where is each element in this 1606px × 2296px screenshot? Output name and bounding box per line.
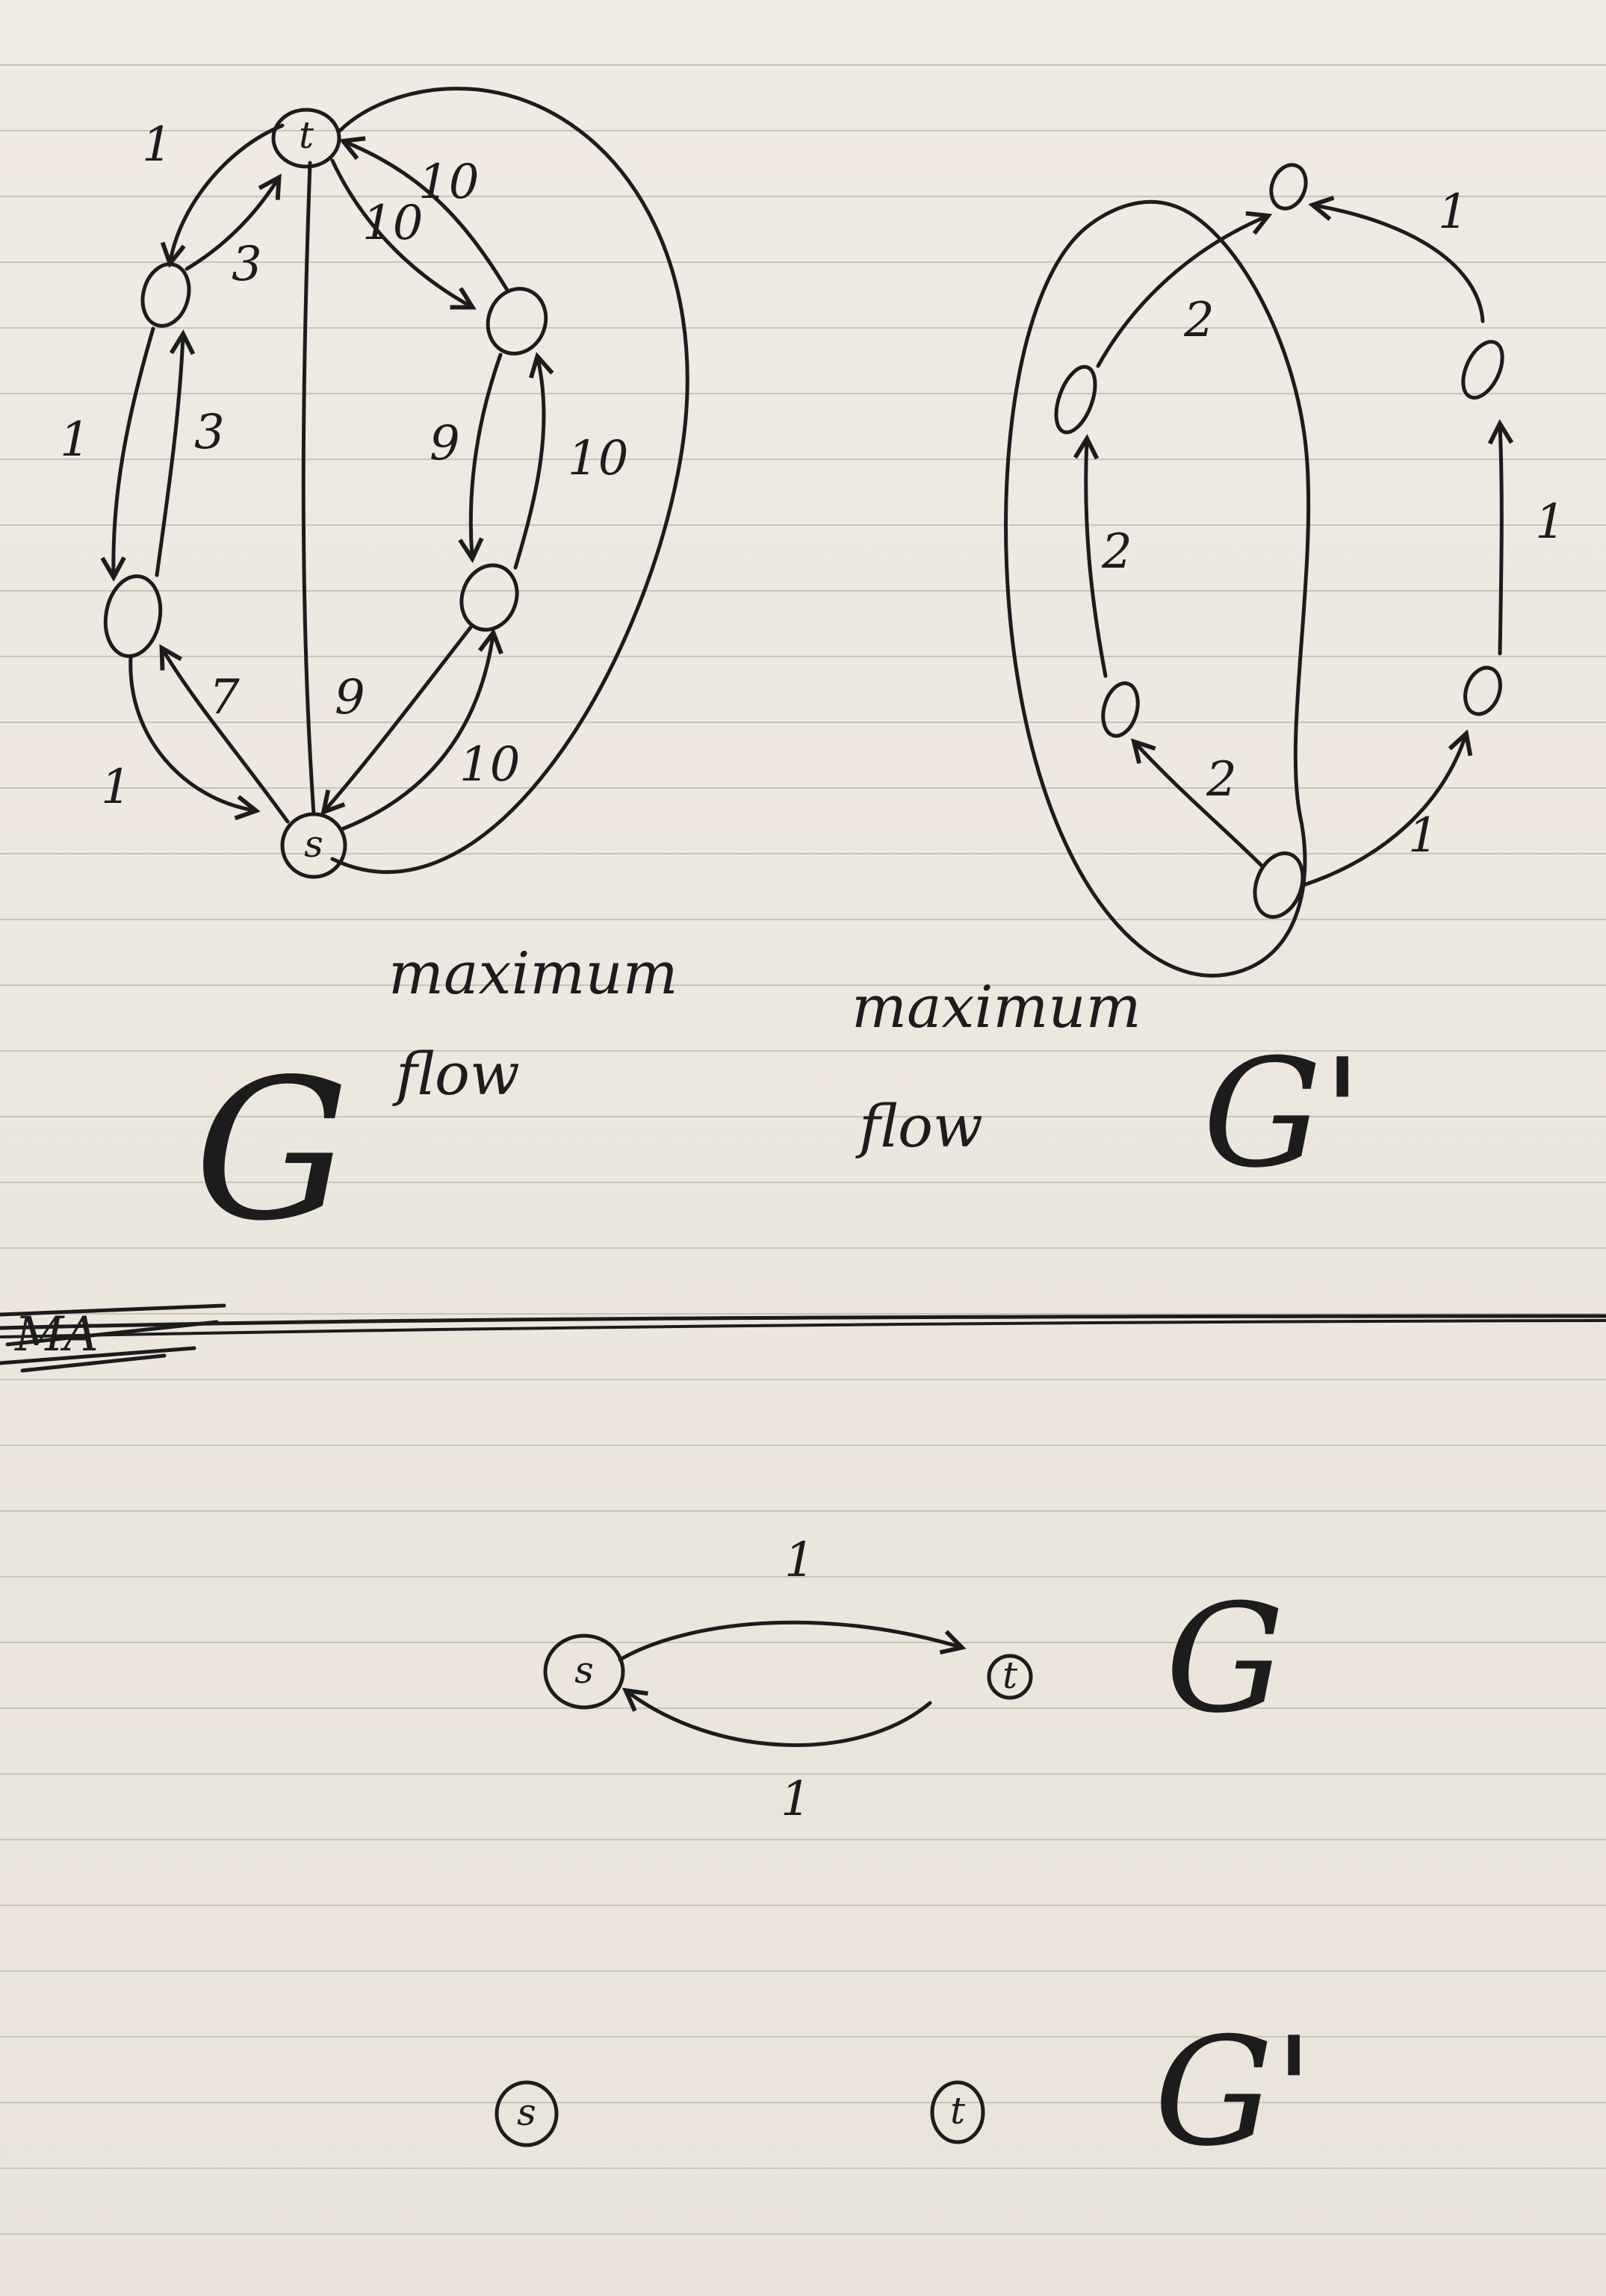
- node-lower-right: [459, 563, 519, 632]
- edge-s-t-bottom-g: [618, 1620, 960, 1662]
- node-lower-left: [103, 574, 163, 659]
- node-gp-bottom: [1253, 851, 1305, 919]
- label-t-upper-left: 1: [142, 117, 173, 173]
- edge-t-upper-left: [170, 123, 285, 261]
- label-lower-left-s: 1: [101, 760, 131, 815]
- label-edge-top-bottom-g: 1: [784, 1533, 815, 1588]
- edge-gp-bottom-right-low: [1301, 736, 1466, 887]
- cut-region-loop: [1004, 199, 1311, 978]
- graph-g-prime-bottom: s t G': [494, 2005, 1315, 2179]
- divider: MA: [0, 1303, 1606, 1373]
- node-t-bottom-g-label: t: [1002, 1654, 1018, 1697]
- node-t-bottom-gp-label: t: [950, 2089, 966, 2132]
- label-gp-bottom-right-low: 1: [1408, 808, 1439, 863]
- edge-lower-left-s: [128, 655, 254, 810]
- divider-line: [0, 1314, 1606, 1330]
- caption-maximum-right: maximum: [852, 974, 1141, 1041]
- label-s-lower-right: 10: [459, 737, 520, 792]
- edge-s-t: [301, 161, 316, 816]
- node-t-bottom-g: [987, 1654, 1033, 1700]
- edge-lower-right-s: [325, 625, 473, 810]
- edge-s-t-outer-loop: [330, 87, 689, 874]
- caption-flow-right: flow: [855, 1093, 983, 1161]
- node-gp-left-mid: [1101, 681, 1140, 738]
- graph-title-g-prime-top: G': [1203, 1027, 1363, 1201]
- edge-lower-left-upper-left: [155, 336, 183, 577]
- edge-gp-left-mid-left-top: [1086, 441, 1108, 678]
- node-gp-right-top: [1461, 340, 1504, 400]
- label-edge-bottom-bottom-g: 1: [781, 1772, 811, 1827]
- node-t-bottom-gp: [930, 2080, 985, 2144]
- label-t-upper-right: 10: [362, 196, 423, 251]
- label-upper-left-t: 3: [232, 237, 262, 292]
- node-gp-left-top: [1054, 364, 1097, 435]
- edge-gp-right-top-top: [1315, 205, 1485, 323]
- label-lower-right-s: 9: [335, 670, 365, 725]
- label-gp-right-top-top: 1: [1438, 184, 1469, 240]
- label-gp-bottom-left-mid: 2: [1206, 752, 1237, 807]
- edge-s-lower-left: [163, 650, 290, 824]
- label-upper-right-t: 10: [418, 155, 479, 210]
- node-gp-right-low: [1463, 665, 1502, 716]
- label-gp-right-mid-up: 1: [1535, 494, 1566, 550]
- edge-gp-left-top-top: [1096, 217, 1266, 368]
- node-gp-top: [1269, 163, 1308, 211]
- node-s-bottom-gp-label: s: [517, 2091, 536, 2134]
- graph-g-bottom: s t 1 1 G: [543, 1533, 1285, 1827]
- edge-gp-right-low-right-top: [1500, 426, 1501, 656]
- label-upper-right-down: 9: [430, 416, 460, 471]
- node-s-bottom-g-label: s: [574, 1648, 594, 1692]
- divider-line-2: [0, 1319, 1606, 1338]
- label-lower-right-up: 10: [568, 431, 628, 486]
- label-s-lower-left: 7: [209, 670, 240, 725]
- node-upper-right: [486, 287, 548, 356]
- edge-t-upper-right: [330, 158, 471, 306]
- node-s-label: s: [304, 822, 323, 866]
- graph-title-g-bottom: G: [1165, 1572, 1285, 1746]
- edge-upper-right-t: [345, 142, 510, 294]
- scribble-strikeout: [0, 1303, 226, 1373]
- edge-lower-right-upper-right: [513, 359, 544, 570]
- edge-t-s-bottom-g: [627, 1692, 932, 1747]
- label-upper-left-down: 1: [60, 412, 90, 468]
- edge-upper-left-t: [185, 179, 278, 271]
- label-lower-left-up: 3: [194, 405, 225, 460]
- graph-g-top: t s 1 3 10 10 1 3 9 10 1 7 9 1: [60, 87, 689, 1264]
- edge-upper-right-lower-right: [471, 353, 503, 556]
- node-s-bottom-gp: [494, 2080, 559, 2147]
- edge-s-lower-right: [340, 635, 493, 831]
- caption-flow-left: flow: [392, 1041, 520, 1108]
- graph-g-prime-top: 2 2 2 1 1 1 maximum flow G': [852, 163, 1566, 1201]
- edge-upper-left-lower-left: [114, 326, 155, 575]
- node-t-label: t: [299, 114, 314, 157]
- node-s-bottom-g: [543, 1633, 625, 1710]
- graph-title-g-top: G: [194, 1038, 350, 1264]
- label-gp-left-top-top: 2: [1183, 293, 1215, 348]
- label-gp-left-mid-up: 2: [1101, 524, 1132, 580]
- edge-gp-bottom-left-mid: [1135, 743, 1265, 869]
- caption-maximum-left: maximum: [388, 940, 678, 1008]
- graph-title-g-prime-bottom: G': [1154, 2005, 1315, 2179]
